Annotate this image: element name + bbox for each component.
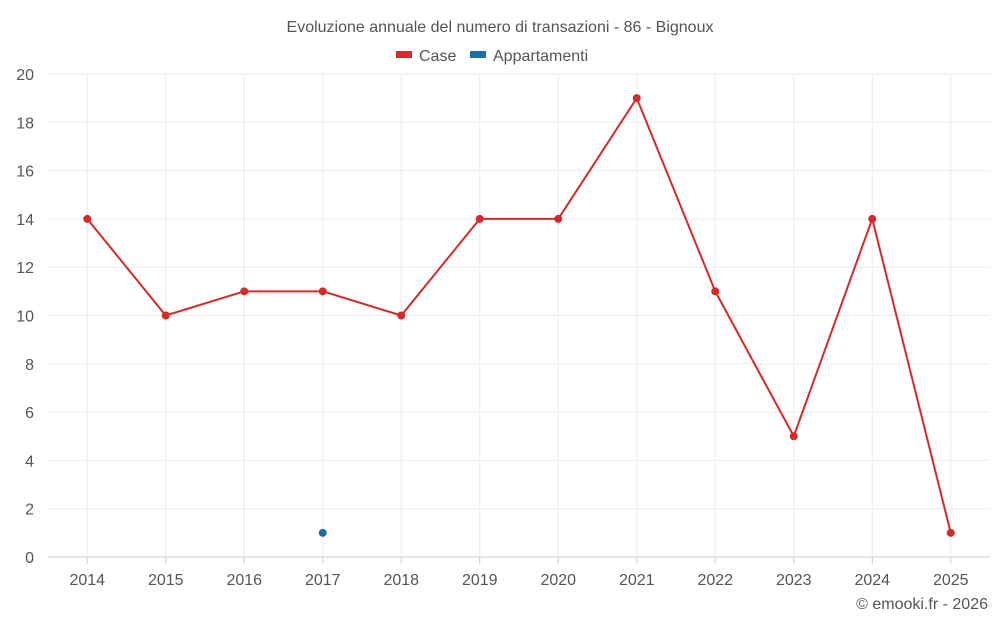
y-tick-label: 6 <box>25 405 34 422</box>
y-tick-label: 16 <box>16 164 34 181</box>
x-tick-label: 2019 <box>462 572 498 589</box>
legend-label-case[interactable]: Case <box>419 48 456 65</box>
y-tick-label: 18 <box>16 115 34 132</box>
x-tick-label: 2024 <box>854 572 890 589</box>
y-tick-label: 2 <box>25 502 34 519</box>
y-tick-label: 12 <box>16 260 34 277</box>
legend-label-appartamenti[interactable]: Appartamenti <box>493 48 588 65</box>
y-tick-label: 10 <box>16 309 34 326</box>
x-tick-label: 2020 <box>540 572 576 589</box>
data-point-case-2016[interactable] <box>240 287 249 296</box>
x-axis-ticks: 2014 2015 2016 2017 2018 2019 2020 2021 2022 2023… <box>69 572 968 589</box>
data-point-case-2022[interactable] <box>711 287 720 296</box>
data-point-case-2021[interactable] <box>632 94 641 103</box>
data-point-case-2019[interactable] <box>475 214 484 223</box>
legend-swatch-case <box>396 51 412 58</box>
x-tick-label: 2022 <box>697 572 733 589</box>
x-tick-label: 2014 <box>69 572 105 589</box>
data-point-case-2020[interactable] <box>554 214 563 223</box>
legend-item-case[interactable]: Case <box>396 48 456 65</box>
y-axis-ticks: 0 2 4 6 8 10 12 14 16 18 20 <box>16 67 34 567</box>
y-tick-label: 20 <box>16 67 34 84</box>
data-point-case-2017[interactable] <box>318 287 327 296</box>
series-case <box>83 94 955 537</box>
legend[interactable]: Case Appartamenti <box>396 48 588 65</box>
data-point-case-2025[interactable] <box>946 528 955 537</box>
x-tick-label: 2017 <box>305 572 341 589</box>
data-point-case-2024[interactable] <box>868 214 877 223</box>
series-line-case <box>86 97 952 534</box>
x-tick-label: 2021 <box>619 572 655 589</box>
data-point-case-2023[interactable] <box>789 432 798 441</box>
legend-item-appartamenti[interactable]: Appartamenti <box>470 48 588 65</box>
x-tick-label: 2016 <box>226 572 262 589</box>
y-tick-label: 14 <box>16 212 34 229</box>
credit-text: © emooki.fr - 2026 <box>856 596 988 613</box>
data-point-appartamenti-2017[interactable] <box>318 528 327 537</box>
x-tick-label: 2018 <box>383 572 419 589</box>
grid <box>48 73 990 564</box>
x-tick-label: 2015 <box>148 572 184 589</box>
data-point-case-2018[interactable] <box>397 311 406 320</box>
y-tick-label: 8 <box>25 357 34 374</box>
legend-swatch-appartamenti <box>470 51 486 58</box>
series <box>83 94 955 537</box>
data-point-case-2014[interactable] <box>83 214 92 223</box>
x-tick-label: 2023 <box>776 572 812 589</box>
y-tick-label: 0 <box>25 550 34 567</box>
chart-title: Evoluzione annuale del numero di transaz… <box>287 19 714 36</box>
y-tick-label: 4 <box>25 453 34 470</box>
series-appartamenti <box>318 528 327 537</box>
x-tick-label: 2025 <box>933 572 969 589</box>
data-point-case-2015[interactable] <box>161 311 170 320</box>
